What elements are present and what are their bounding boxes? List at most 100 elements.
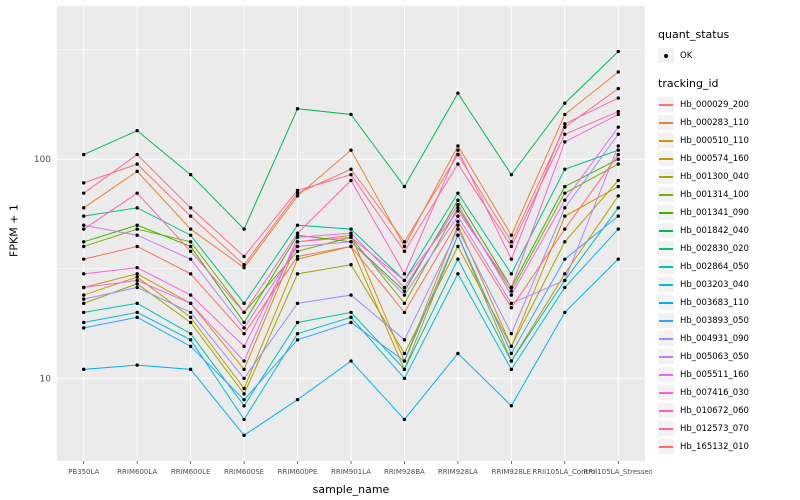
data-point bbox=[509, 359, 514, 363]
x-tick-label: PB350LA bbox=[68, 468, 99, 476]
data-point bbox=[295, 249, 300, 254]
legend: quant_status OK tracking_id Hb_000029_20… bbox=[658, 28, 798, 468]
data-point bbox=[82, 223, 86, 227]
data-point bbox=[242, 397, 246, 402]
data-point bbox=[456, 223, 460, 227]
data-point bbox=[349, 148, 353, 152]
data-point bbox=[509, 331, 514, 336]
line-key-icon bbox=[658, 151, 674, 166]
data-point bbox=[82, 227, 86, 231]
data-point bbox=[456, 148, 460, 152]
legend-item-Hb_001341_090: Hb_001341_090 bbox=[658, 205, 798, 220]
data-point bbox=[135, 191, 139, 195]
line-key-icon bbox=[658, 169, 674, 184]
data-point bbox=[135, 227, 139, 231]
data-point bbox=[509, 285, 514, 290]
data-point bbox=[188, 310, 193, 315]
data-point bbox=[456, 206, 460, 210]
x-tick-label: RRIM600PE bbox=[278, 468, 318, 476]
line-key-icon bbox=[658, 349, 674, 364]
x-tick-label: RRIM600LE bbox=[171, 468, 211, 476]
data-point bbox=[82, 272, 86, 276]
data-point bbox=[82, 191, 86, 195]
data-point bbox=[402, 249, 407, 254]
data-point bbox=[402, 338, 407, 342]
data-point bbox=[82, 297, 86, 301]
legend-tracking-id-title: tracking_id bbox=[658, 77, 719, 90]
data-point bbox=[349, 235, 353, 240]
data-point bbox=[188, 206, 193, 210]
data-point bbox=[242, 386, 246, 391]
line-key-icon bbox=[658, 367, 674, 382]
line-key-icon bbox=[658, 385, 674, 400]
legend-item-Hb_004931_090: Hb_004931_090 bbox=[658, 331, 798, 346]
data-point bbox=[509, 404, 514, 408]
data-point bbox=[295, 107, 300, 111]
data-point bbox=[295, 254, 300, 259]
data-point bbox=[349, 263, 353, 267]
data-point bbox=[402, 285, 407, 290]
data-point bbox=[402, 240, 407, 244]
legend-item-Hb_001314_100: Hb_001314_100 bbox=[658, 187, 798, 202]
data-point bbox=[563, 214, 567, 218]
data-point bbox=[295, 301, 300, 306]
x-tick-label: RRIM901LA bbox=[331, 468, 371, 476]
legend-item-label: Hb_001300_040 bbox=[680, 171, 749, 182]
data-point bbox=[456, 244, 460, 249]
x-tick-label: RRII105LA_Control bbox=[532, 468, 597, 476]
line-key-icon bbox=[658, 421, 674, 436]
data-point bbox=[135, 278, 139, 283]
legend-item-label: Hb_000029_200 bbox=[680, 99, 749, 110]
legend-item-label: OK bbox=[680, 50, 693, 61]
data-point bbox=[295, 240, 300, 244]
data-point bbox=[82, 320, 86, 325]
data-point bbox=[349, 178, 353, 183]
line-key-icon bbox=[658, 259, 674, 274]
data-point bbox=[402, 278, 407, 283]
data-point bbox=[349, 167, 353, 171]
data-point bbox=[349, 293, 353, 297]
data-point bbox=[188, 338, 193, 342]
data-point bbox=[402, 310, 407, 315]
data-point bbox=[188, 244, 193, 249]
data-point bbox=[135, 244, 139, 249]
data-point bbox=[82, 285, 86, 290]
y-axis-title: FPKM + 1 bbox=[7, 204, 21, 257]
line-key-icon bbox=[658, 97, 674, 112]
data-point bbox=[82, 214, 86, 218]
x-tick-label: RRII105LA_Stressed bbox=[583, 468, 652, 476]
data-point bbox=[509, 240, 514, 244]
data-point bbox=[563, 278, 567, 283]
data-point bbox=[188, 344, 193, 349]
legend-item-label: Hb_165132_010 bbox=[680, 441, 749, 452]
data-point bbox=[616, 148, 620, 152]
legend-item-Hb_002830_020: Hb_002830_020 bbox=[658, 241, 798, 256]
legend-item-label: Hb_005511_160 bbox=[680, 369, 749, 380]
data-point bbox=[509, 293, 514, 297]
data-point bbox=[349, 227, 353, 231]
legend-item-Hb_003683_110: Hb_003683_110 bbox=[658, 295, 798, 310]
data-point bbox=[82, 244, 86, 249]
data-point bbox=[616, 125, 620, 129]
data-point bbox=[242, 320, 246, 325]
data-point bbox=[509, 306, 514, 310]
data-point bbox=[402, 417, 407, 422]
data-point bbox=[135, 272, 139, 276]
x-tick-label: RRIM928LE bbox=[492, 468, 532, 476]
data-point bbox=[295, 231, 300, 235]
data-point bbox=[563, 310, 567, 315]
x-tick-label: RRIM928LA bbox=[438, 468, 478, 476]
data-point bbox=[616, 152, 620, 157]
legend-item-label: Hb_001314_100 bbox=[680, 189, 749, 200]
line-key-icon bbox=[658, 331, 674, 346]
data-point bbox=[456, 233, 460, 237]
data-point bbox=[402, 359, 407, 363]
data-point bbox=[242, 417, 246, 422]
data-point bbox=[563, 206, 567, 210]
data-point bbox=[188, 315, 193, 320]
data-point bbox=[402, 376, 407, 381]
point-key-icon bbox=[658, 48, 674, 63]
legend-item-label: Hb_004931_090 bbox=[680, 333, 749, 344]
data-point bbox=[563, 167, 567, 171]
data-point bbox=[295, 397, 300, 402]
